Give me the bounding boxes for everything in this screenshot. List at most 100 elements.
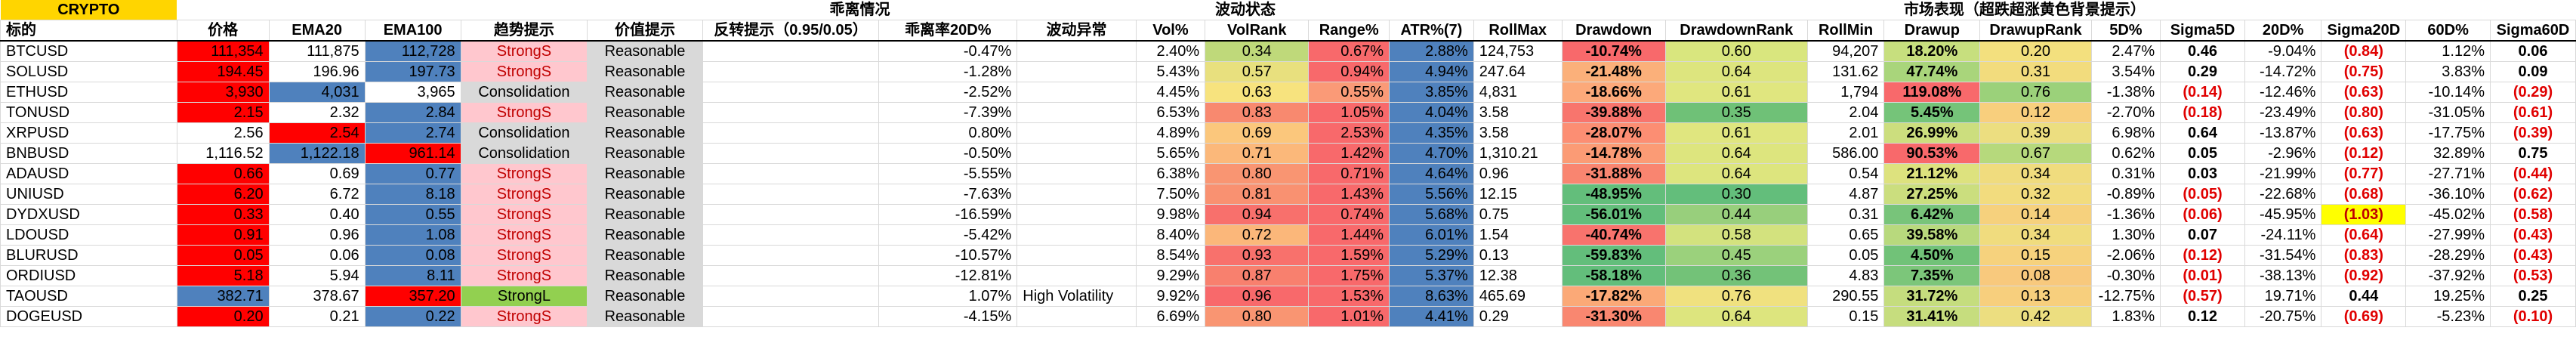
sigma60d-cell[interactable]: 0.75 <box>2490 143 2576 164</box>
deviation-cell[interactable]: -1.28% <box>878 61 1018 82</box>
rollmin-cell[interactable]: 0.31 <box>1806 204 1885 225</box>
drawuprank-cell[interactable]: 0.34 <box>1979 224 2092 246</box>
d5-cell[interactable]: -1.36% <box>2090 204 2161 225</box>
range-cell[interactable]: 1.53% <box>1308 286 1390 307</box>
ema20-cell[interactable]: 2.32 <box>268 102 366 123</box>
column-header[interactable]: 趋势提示 <box>460 20 588 42</box>
d60-cell[interactable]: -31.05% <box>2405 102 2491 123</box>
rollmax-cell[interactable]: 4,831 <box>1473 82 1563 103</box>
vol-cell[interactable]: 9.98% <box>1135 204 1206 225</box>
table-row[interactable]: BTCUSD 111,354 111,875 112,728 StrongS Reason… <box>0 40 2576 62</box>
column-header[interactable]: 60D% <box>2405 20 2491 42</box>
d5-cell[interactable]: -0.89% <box>2090 184 2161 205</box>
volrank-cell[interactable]: 0.83 <box>1205 102 1310 123</box>
symbol-cell[interactable]: ADAUSD <box>0 163 177 184</box>
drawdown-cell[interactable]: -48.95% <box>1561 184 1666 205</box>
drawdownrank-cell[interactable]: 0.76 <box>1664 286 1808 307</box>
ema20-cell[interactable]: 0.21 <box>268 306 366 327</box>
value-cell[interactable]: Reasonable <box>587 224 703 246</box>
trend-cell[interactable]: Consolidation <box>460 143 588 164</box>
d60-cell[interactable]: -27.99% <box>2405 224 2491 246</box>
column-header[interactable]: DrawupRank <box>1979 20 2092 42</box>
reversal-cell[interactable] <box>702 143 880 164</box>
volrank-cell[interactable]: 0.81 <box>1205 184 1310 205</box>
price-cell[interactable]: 3,930 <box>176 82 270 103</box>
vol-cell[interactable]: 5.65% <box>1135 143 1206 164</box>
symbol-cell[interactable]: SOLUSD <box>0 61 177 82</box>
ema100-cell[interactable]: 0.55 <box>364 204 461 225</box>
value-cell[interactable]: Reasonable <box>587 204 703 225</box>
anomaly-cell[interactable] <box>1017 306 1137 327</box>
vol-cell[interactable]: 7.50% <box>1135 184 1206 205</box>
drawuprank-cell[interactable]: 0.32 <box>1979 184 2092 205</box>
table-row[interactable]: BNBUSD 1,116.52 1,122.18 961.14 Consolidatio… <box>0 143 2576 164</box>
anomaly-cell[interactable] <box>1017 163 1137 184</box>
sigma5d-cell[interactable]: 0.03 <box>2160 163 2245 184</box>
ema20-cell[interactable]: 1,122.18 <box>268 143 366 164</box>
reversal-cell[interactable] <box>702 122 880 144</box>
volrank-cell[interactable]: 0.93 <box>1205 245 1310 266</box>
drawdownrank-cell[interactable]: 0.64 <box>1664 143 1808 164</box>
sigma5d-cell[interactable]: (0.06) <box>2160 204 2245 225</box>
drawdown-cell[interactable]: -10.74% <box>1561 40 1666 62</box>
atr-cell[interactable]: 3.85% <box>1389 82 1474 103</box>
d5-cell[interactable]: -2.70% <box>2090 102 2161 123</box>
atr-cell[interactable]: 8.63% <box>1389 286 1474 307</box>
value-cell[interactable]: Reasonable <box>587 184 703 205</box>
vol-cell[interactable]: 6.69% <box>1135 306 1206 327</box>
ema20-cell[interactable]: 196.96 <box>268 61 366 82</box>
rollmax-cell[interactable]: 12.38 <box>1473 265 1563 286</box>
sigma20d-cell[interactable]: (1.03) <box>2321 204 2407 225</box>
vol-cell[interactable]: 9.92% <box>1135 286 1206 307</box>
atr-cell[interactable]: 4.64% <box>1389 163 1474 184</box>
rollmax-cell[interactable]: 0.96 <box>1473 163 1563 184</box>
d60-cell[interactable]: 3.83% <box>2405 61 2491 82</box>
ema20-cell[interactable]: 0.96 <box>268 224 366 246</box>
table-row[interactable]: DOGEUSD 0.20 0.21 0.22 StrongS Reasonable -4.1… <box>0 306 2576 327</box>
drawdown-cell[interactable]: -31.30% <box>1561 306 1666 327</box>
d60-cell[interactable]: 1.12% <box>2405 40 2491 62</box>
column-header[interactable]: EMA100 <box>364 20 461 42</box>
value-cell[interactable]: Reasonable <box>587 143 703 164</box>
volrank-cell[interactable]: 0.96 <box>1205 286 1310 307</box>
anomaly-cell[interactable] <box>1017 122 1137 144</box>
rollmax-cell[interactable]: 465.69 <box>1473 286 1563 307</box>
trend-cell[interactable]: StrongS <box>460 245 588 266</box>
column-header[interactable]: 5D% <box>2090 20 2161 42</box>
drawdown-cell[interactable]: -56.01% <box>1561 204 1666 225</box>
reversal-cell[interactable] <box>702 224 880 246</box>
rollmin-cell[interactable]: 0.05 <box>1806 245 1885 266</box>
sigma5d-cell[interactable]: (0.05) <box>2160 184 2245 205</box>
volrank-cell[interactable]: 0.63 <box>1205 82 1310 103</box>
ema100-cell[interactable]: 0.08 <box>364 245 461 266</box>
drawuprank-cell[interactable]: 0.67 <box>1979 143 2092 164</box>
rollmax-cell[interactable]: 1.54 <box>1473 224 1563 246</box>
ema100-cell[interactable]: 197.73 <box>364 61 461 82</box>
rollmin-cell[interactable]: 4.87 <box>1806 184 1885 205</box>
reversal-cell[interactable] <box>702 245 880 266</box>
deviation-cell[interactable]: -5.55% <box>878 163 1018 184</box>
d20-cell[interactable]: -23.49% <box>2244 102 2322 123</box>
sigma60d-cell[interactable]: 0.06 <box>2490 40 2576 62</box>
symbol-cell[interactable]: BLURUSD <box>0 245 177 266</box>
volrank-cell[interactable]: 0.87 <box>1205 265 1310 286</box>
drawuprank-cell[interactable]: 0.12 <box>1979 102 2092 123</box>
d5-cell[interactable]: 2.47% <box>2090 40 2161 62</box>
d60-cell[interactable]: -37.92% <box>2405 265 2491 286</box>
d60-cell[interactable]: -17.75% <box>2405 122 2491 144</box>
d20-cell[interactable]: -9.04% <box>2244 40 2322 62</box>
anomaly-cell[interactable] <box>1017 82 1137 103</box>
ema20-cell[interactable]: 0.06 <box>268 245 366 266</box>
vol-cell[interactable]: 4.89% <box>1135 122 1206 144</box>
symbol-cell[interactable]: ETHUSD <box>0 82 177 103</box>
volrank-cell[interactable]: 0.57 <box>1205 61 1310 82</box>
reversal-cell[interactable] <box>702 184 880 205</box>
ema100-cell[interactable]: 3,965 <box>364 82 461 103</box>
deviation-cell[interactable]: 1.07% <box>878 286 1018 307</box>
ema100-cell[interactable]: 961.14 <box>364 143 461 164</box>
drawup-cell[interactable]: 26.99% <box>1883 122 1981 144</box>
drawuprank-cell[interactable]: 0.08 <box>1979 265 2092 286</box>
sigma60d-cell[interactable]: (0.10) <box>2490 306 2576 327</box>
price-cell[interactable]: 0.05 <box>176 245 270 266</box>
range-cell[interactable]: 0.94% <box>1308 61 1390 82</box>
